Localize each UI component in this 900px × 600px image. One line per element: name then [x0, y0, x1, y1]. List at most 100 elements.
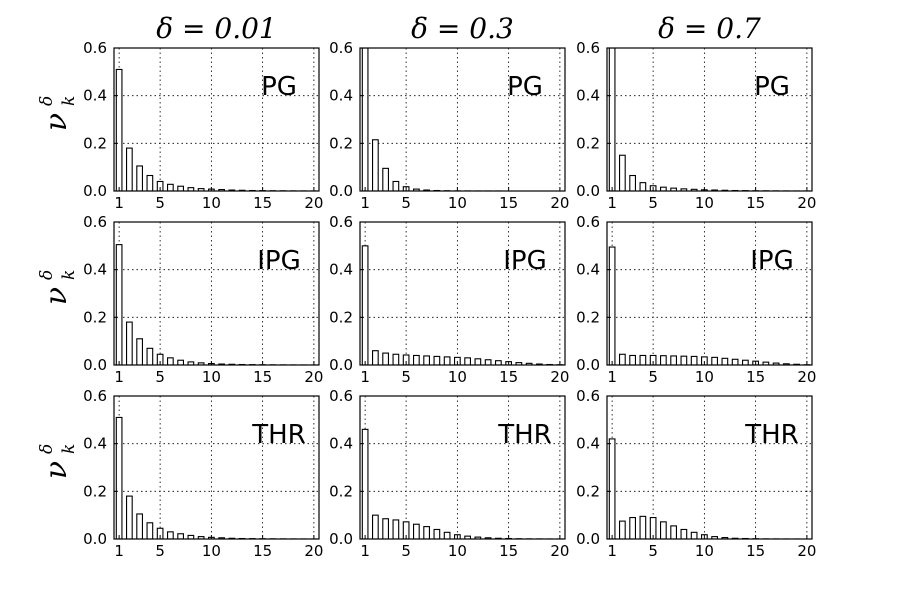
y-tick-label: 0.6	[576, 213, 600, 231]
bar-k2	[126, 495, 133, 539]
x-tick-label: 10	[202, 194, 221, 212]
bar-k5	[156, 527, 164, 539]
y-tick-label: 0.4	[576, 87, 600, 105]
y-tick-label: 0.0	[576, 182, 600, 200]
y-label-symbol: ν	[39, 113, 74, 131]
y-tick-label: 0.2	[83, 134, 107, 152]
bar-k11	[711, 356, 718, 365]
y-tick-label: 0.0	[576, 356, 600, 374]
bar-k4	[146, 174, 154, 191]
y-tick-label: 0.0	[83, 356, 107, 374]
plot-frame	[359, 47, 566, 192]
y-tick-label: 0.6	[329, 39, 353, 57]
bar-k2	[126, 321, 133, 365]
bar-k1	[115, 416, 123, 539]
panel-label: PG	[507, 72, 543, 102]
y-tick-label: 0.2	[329, 482, 353, 500]
bar-series	[608, 48, 811, 191]
bar-k5	[402, 521, 410, 539]
bar-k7	[177, 359, 184, 365]
x-tick-label: 15	[499, 542, 518, 560]
x-tick-label: 15	[253, 368, 272, 386]
bar-k4	[392, 353, 400, 365]
bar-k13	[731, 358, 739, 365]
bar-k7	[177, 533, 184, 539]
bar-k4	[639, 182, 647, 191]
plot-frame	[359, 221, 566, 366]
bar-k12	[721, 537, 729, 539]
bar-series	[608, 438, 800, 539]
y-tick-label: 0.6	[329, 213, 353, 231]
y-axis-label-row-3: νδ k	[37, 444, 79, 479]
y-tick-label: 0.6	[83, 39, 107, 57]
x-tick-label: 10	[448, 542, 467, 560]
bar-k1	[361, 48, 369, 191]
plot-frame	[606, 221, 813, 366]
bar-k2	[372, 139, 379, 191]
y-tick-label: 0.0	[329, 530, 353, 548]
bar-k1	[361, 245, 369, 365]
bar-k4	[146, 347, 154, 365]
bar-k9	[197, 362, 205, 365]
y-tick-label: 0.6	[83, 213, 107, 231]
x-tick-label: 10	[695, 194, 714, 212]
column-title-2: δ = 0.3	[411, 12, 514, 45]
y-tick-label: 0.0	[83, 530, 107, 548]
y-tick-label: 0.6	[576, 39, 600, 57]
y-tick-label: 0.6	[576, 387, 600, 405]
bar-k9	[443, 531, 451, 539]
bar-k7	[423, 526, 430, 539]
y-tick-label: 0.0	[83, 182, 107, 200]
bar-k8	[433, 528, 441, 539]
x-tick-label: 20	[304, 542, 323, 560]
x-tick-label: 20	[550, 368, 569, 386]
bar-k5	[649, 354, 657, 365]
bar-k1	[608, 246, 616, 365]
x-tick-label: 1	[114, 542, 124, 560]
bar-k2	[619, 520, 626, 539]
plot-frame	[113, 221, 320, 366]
x-tick-label: 10	[695, 368, 714, 386]
x-tick-label: 20	[550, 194, 569, 212]
x-tick-label: 20	[797, 542, 816, 560]
panel-label: PG	[754, 72, 790, 102]
bar-k4	[146, 522, 154, 539]
x-tick-label: 1	[607, 542, 617, 560]
y-label-subscript: k	[59, 270, 79, 280]
bar-k2	[372, 350, 379, 365]
y-tick-label: 0.4	[576, 261, 600, 279]
bar-k3	[136, 338, 143, 365]
panel-label: IPG	[257, 246, 301, 276]
bar-k3	[136, 165, 143, 191]
x-tick-label: 5	[648, 194, 658, 212]
bar-k6	[660, 521, 667, 539]
bar-k11	[464, 535, 471, 539]
bar-k6	[413, 354, 420, 365]
y-tick-label: 0.2	[83, 308, 107, 326]
bar-k12	[474, 358, 482, 365]
x-tick-label: 15	[253, 194, 272, 212]
bar-k14	[495, 360, 502, 365]
bar-k4	[639, 515, 647, 539]
x-tick-label: 10	[202, 542, 221, 560]
bar-k3	[382, 167, 389, 191]
y-tick-label: 0.0	[329, 182, 353, 200]
x-tick-label: 20	[797, 368, 816, 386]
x-tick-label: 10	[202, 368, 221, 386]
x-tick-label: 1	[114, 194, 124, 212]
bar-k3	[629, 354, 636, 365]
bar-k7	[423, 355, 430, 365]
x-tick-label: 20	[304, 368, 323, 386]
y-label-symbol: ν	[39, 287, 74, 305]
y-tick-label: 0.2	[329, 134, 353, 152]
bar-k7	[670, 355, 677, 365]
bar-k1	[361, 428, 369, 539]
plot-frame	[113, 395, 320, 540]
y-label-superscript: δ	[37, 270, 57, 280]
y-label-superscript: δ	[37, 444, 57, 454]
y-label-subscript: k	[59, 96, 79, 106]
